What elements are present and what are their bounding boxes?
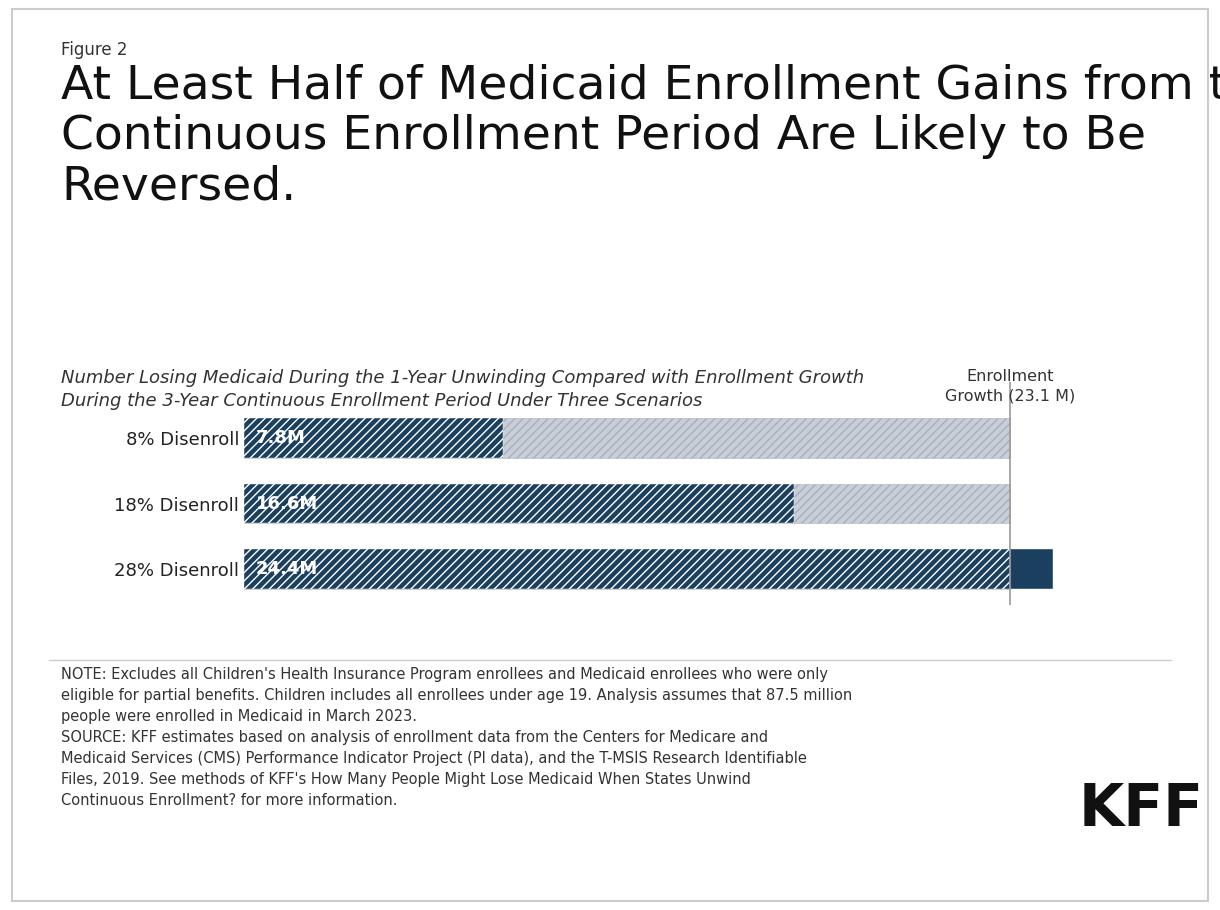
Text: 7.8M: 7.8M (256, 429, 305, 447)
Text: Figure 2: Figure 2 (61, 41, 128, 59)
Text: At Least Half of Medicaid Enrollment Gains from the
Continuous Enrollment Period: At Least Half of Medicaid Enrollment Gai… (61, 64, 1220, 209)
Text: KFF: KFF (1078, 782, 1203, 838)
Bar (244, 484, 1010, 523)
Bar (244, 419, 503, 458)
Text: Enrollment
Growth (23.1 M): Enrollment Growth (23.1 M) (944, 369, 1075, 403)
Text: Number Losing Medicaid During the 1-Year Unwinding Compared with Enrollment Grow: Number Losing Medicaid During the 1-Year… (61, 369, 864, 410)
Bar (244, 419, 1010, 458)
Bar (244, 484, 794, 523)
Bar (244, 550, 1053, 589)
Bar (244, 550, 1010, 589)
Text: 16.6M: 16.6M (256, 494, 318, 512)
Text: NOTE: Excludes all Children's Health Insurance Program enrollees and Medicaid en: NOTE: Excludes all Children's Health Ins… (61, 667, 853, 808)
Text: 24.4M: 24.4M (256, 560, 318, 578)
Bar (1010, 550, 1053, 589)
